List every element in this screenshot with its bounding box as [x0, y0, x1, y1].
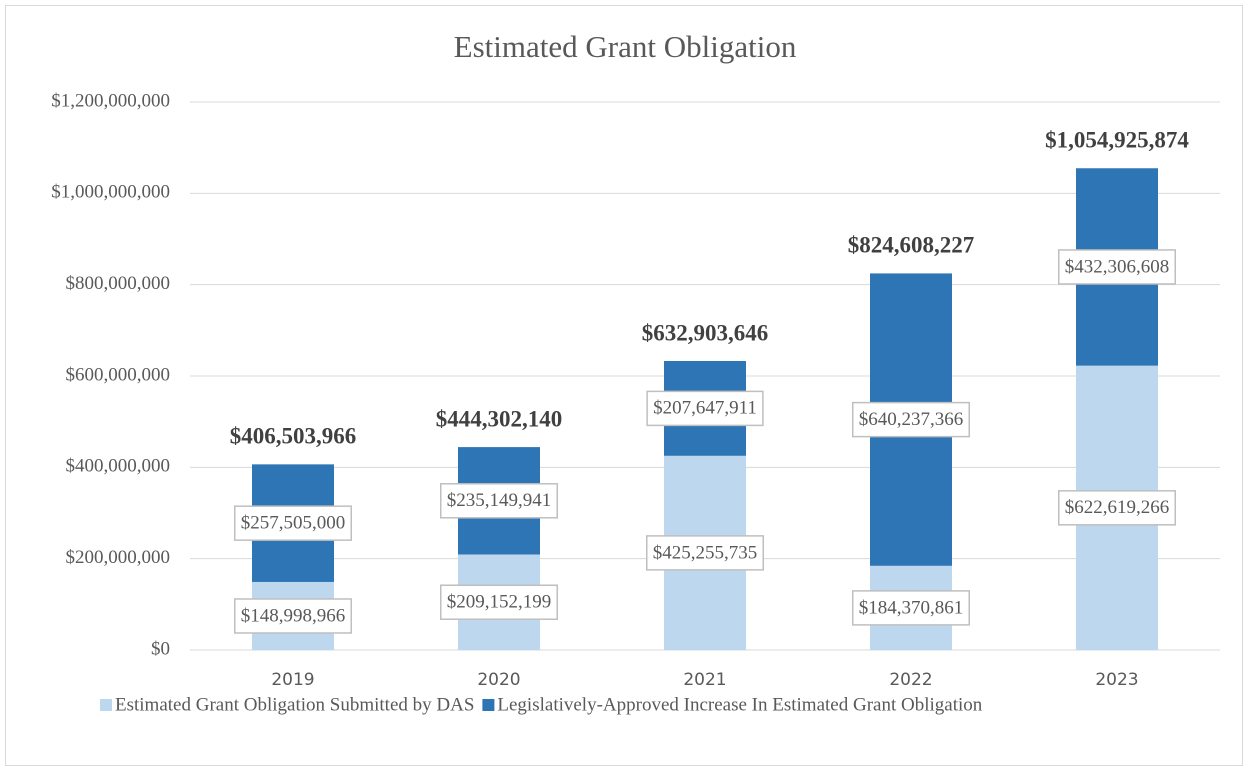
data-label-box — [234, 505, 352, 541]
x-tick-label: 2020 — [477, 670, 520, 690]
total-label: $406,503,966 — [230, 424, 357, 449]
total-label: $824,608,227 — [848, 233, 975, 258]
data-label-box — [852, 401, 970, 438]
data-label: $184,370,861 — [859, 597, 964, 618]
total-label: $632,903,646 — [642, 320, 769, 345]
data-label: $640,237,366 — [859, 409, 964, 430]
data-label: $148,998,966 — [241, 605, 346, 626]
data-label: $622,619,266 — [1065, 497, 1170, 518]
x-tick-label: 2023 — [1095, 670, 1138, 690]
legend-label: Estimated Grant Obligation Submitted by … — [115, 694, 474, 715]
data-label-box — [1058, 249, 1176, 285]
data-label: $209,152,199 — [447, 592, 552, 613]
y-tick-label: $1,000,000,000 — [51, 182, 170, 203]
y-tick-label: $800,000,000 — [66, 273, 171, 294]
chart-title: Estimated Grant Obligation — [454, 29, 797, 64]
legend-swatch — [482, 699, 495, 711]
chart-border — [5, 5, 1243, 766]
legend-label: Legislatively-Approved Increase In Estim… — [497, 694, 982, 715]
data-label: $425,255,735 — [653, 542, 758, 563]
data-label-box — [234, 598, 352, 634]
y-tick-label: $1,200,000,000 — [51, 90, 170, 111]
legend-swatch — [100, 699, 112, 711]
y-tick-label: $200,000,000 — [66, 547, 171, 568]
data-label-box — [646, 390, 764, 427]
y-tick-label: $400,000,000 — [66, 456, 171, 477]
y-tick-label: $0 — [151, 638, 170, 659]
data-label-box — [440, 483, 558, 519]
data-label-box — [852, 590, 970, 626]
data-label: $207,647,911 — [653, 398, 757, 419]
data-label-box — [1058, 490, 1176, 526]
data-label: $432,306,608 — [1065, 256, 1170, 277]
data-label-box — [440, 584, 558, 620]
total-label: $1,054,925,874 — [1045, 128, 1189, 153]
data-label-box — [646, 535, 764, 571]
x-tick-label: 2022 — [889, 670, 932, 690]
data-label: $235,149,941 — [447, 490, 552, 511]
x-tick-label: 2021 — [683, 670, 726, 690]
x-tick-label: 2019 — [271, 670, 314, 690]
total-label: $444,302,140 — [436, 406, 563, 431]
y-tick-label: $600,000,000 — [66, 364, 171, 385]
data-label: $257,505,000 — [241, 513, 346, 534]
